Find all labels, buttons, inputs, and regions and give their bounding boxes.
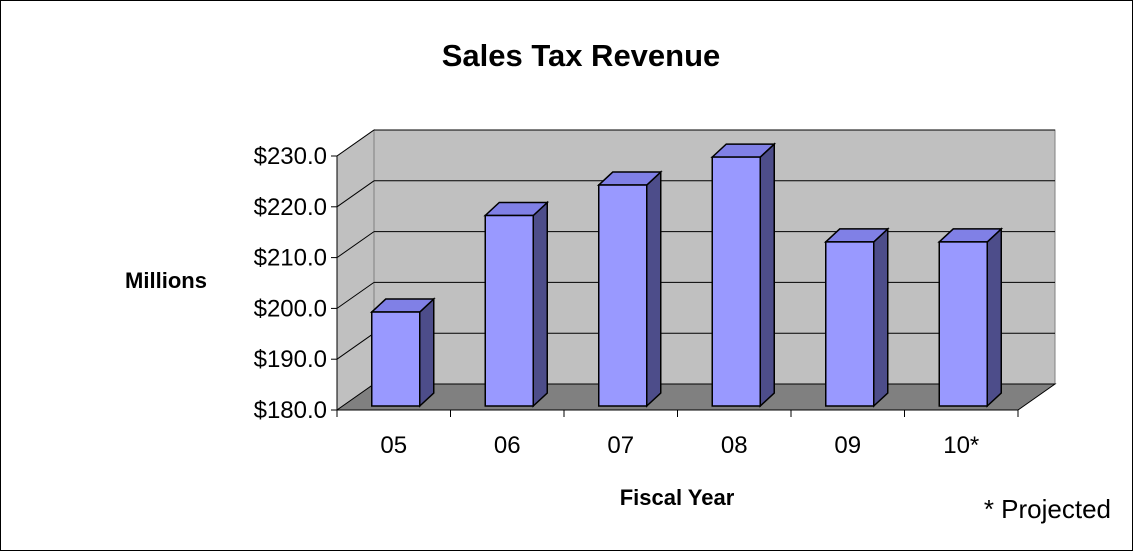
bar-09: [825, 241, 875, 407]
gridline-side: [336, 129, 375, 157]
bar-10*: [938, 241, 988, 407]
bar-side-07: [646, 170, 662, 408]
gridline-side: [336, 180, 375, 208]
bar-08: [711, 156, 761, 407]
bar-05: [371, 311, 421, 407]
x-tick-label: 10*: [943, 432, 979, 459]
x-tick-label: 06: [494, 432, 521, 459]
x-axis-title: Fiscal Year: [620, 485, 735, 510]
bar-side-05: [419, 297, 435, 408]
projected-footnote: * Projected: [984, 494, 1111, 524]
y-tick-label: $230.0: [254, 143, 327, 170]
bar-side-06: [532, 200, 548, 408]
bar-side-10*: [986, 227, 1002, 408]
y-tick-label: $220.0: [254, 194, 327, 221]
y-tick-label: $190.0: [254, 346, 327, 373]
y-axis-title: Millions: [125, 268, 207, 293]
plot-area: $180.0 $190.0 $200.0 $210.0 $220.0 $230.0 05 06…: [254, 129, 1057, 459]
gridline-side: [336, 231, 375, 259]
chart-title: Sales Tax Revenue: [442, 38, 721, 73]
y-tick-label: $180.0: [254, 397, 327, 424]
gridline-side: [336, 281, 375, 309]
x-tick-label: 07: [607, 432, 634, 459]
x-tick-label: 09: [834, 432, 861, 459]
y-tick-label: $210.0: [254, 245, 327, 272]
bar-side-09: [873, 227, 889, 408]
x-tick-label: 05: [380, 432, 407, 459]
x-tick-label: 08: [721, 432, 748, 459]
gridline-side: [336, 332, 375, 360]
bar-07: [598, 184, 648, 407]
bar-side-08: [759, 142, 775, 408]
y-tick-label: $200.0: [254, 295, 327, 322]
bar-06: [484, 214, 534, 407]
side-wall: [336, 129, 375, 411]
